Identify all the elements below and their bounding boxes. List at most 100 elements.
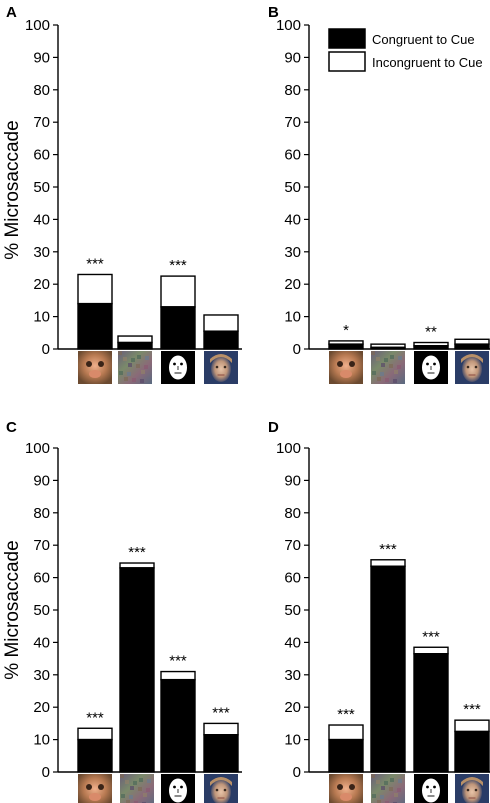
monkey-face-image	[329, 351, 363, 384]
bar-incongruent	[117, 335, 153, 344]
legend-label-incongruent: Incongruent to Cue	[372, 55, 483, 70]
significance-label: ***	[379, 541, 397, 558]
y-tick-label: 80	[33, 82, 50, 99]
panel-a: A 0 10 20 30 40 50 60 70 80 90 100 *** ***	[6, 4, 242, 384]
y-tick-label: 10	[284, 732, 301, 749]
y-tick-label: 0	[42, 341, 50, 358]
y-tick-label: 40	[284, 634, 301, 651]
bar-incongruent	[370, 559, 406, 567]
y-tick-label: 30	[284, 244, 301, 261]
panel-letter: A	[6, 4, 17, 21]
y-tick-label: 90	[284, 49, 301, 66]
bar-congruent	[77, 738, 113, 773]
y-tick-label: 20	[33, 276, 50, 293]
significance-label: ***	[169, 653, 187, 670]
y-tick-label: 40	[284, 211, 301, 228]
y-tick-label: 50	[33, 602, 50, 619]
y-tick-label: 0	[293, 341, 301, 358]
y-tick-label: 40	[33, 634, 50, 651]
bar-congruent	[119, 567, 155, 773]
bar-congruent	[370, 565, 406, 773]
y-tick-label: 0	[293, 764, 301, 781]
y-tick-label: 70	[284, 537, 301, 554]
significance-label: **	[425, 324, 437, 341]
human-face-image	[455, 351, 489, 384]
y-axis-label-top: % Microsaccade	[2, 120, 23, 259]
cartoon-face-image	[161, 774, 195, 803]
cartoon-face-image	[161, 351, 195, 384]
y-tick-label: 90	[284, 472, 301, 489]
legend-swatch-incongruent	[328, 51, 366, 72]
monkey-face-image	[78, 351, 112, 384]
y-tick-label: 10	[33, 309, 50, 326]
scrambled-image	[371, 774, 405, 803]
panel-letter: D	[268, 419, 279, 436]
bar-congruent	[160, 306, 196, 350]
y-tick-label: 30	[33, 667, 50, 684]
human-face-image	[455, 774, 489, 803]
bar-incongruent	[328, 724, 364, 741]
human-face-image	[204, 774, 238, 803]
significance-label: ***	[463, 701, 481, 718]
y-tick-label: 30	[33, 244, 50, 261]
bar-congruent	[454, 343, 490, 350]
y-tick-label: 70	[33, 114, 50, 131]
bar-incongruent	[77, 273, 113, 305]
significance-label: ***	[169, 257, 187, 274]
panel-letter: B	[268, 4, 279, 21]
significance-label: ***	[422, 628, 440, 645]
y-tick-label: 70	[33, 537, 50, 554]
y-axis-label-bottom: % Microsaccade	[2, 540, 23, 679]
legend-label-congruent: Congruent to Cue	[372, 32, 475, 47]
bar-incongruent	[160, 275, 196, 308]
bar-congruent	[160, 678, 196, 773]
y-tick-label: 70	[284, 114, 301, 131]
significance-label: ***	[212, 704, 230, 721]
y-tick-label: 20	[284, 699, 301, 716]
significance-label: ***	[128, 544, 146, 561]
significance-label: ***	[337, 706, 355, 723]
y-tick-label: 0	[42, 764, 50, 781]
monkey-face-image	[329, 774, 363, 803]
scrambled-image	[118, 351, 152, 384]
legend: Congruent to Cue Incongruent to Cue	[328, 28, 483, 72]
bar-congruent	[370, 346, 406, 350]
y-tick-label: 60	[284, 147, 301, 164]
y-tick-label: 40	[33, 211, 50, 228]
bar-congruent	[203, 734, 239, 773]
y-tick-label: 10	[284, 309, 301, 326]
bar-congruent	[328, 738, 364, 773]
bar-congruent	[117, 341, 153, 350]
scrambled-image	[120, 774, 154, 803]
y-tick-label: 80	[33, 505, 50, 522]
bar-incongruent	[454, 719, 490, 733]
bar-congruent	[203, 330, 239, 350]
panel-letter: C	[6, 419, 17, 436]
y-tick-label: 80	[284, 82, 301, 99]
bar-congruent	[77, 302, 113, 350]
y-tick-label: 90	[33, 472, 50, 489]
bar-incongruent	[77, 727, 113, 741]
y-tick-label: 30	[284, 667, 301, 684]
significance-label: ***	[86, 255, 104, 272]
y-tick-label: 100	[276, 440, 301, 457]
bar-congruent	[413, 345, 449, 350]
scrambled-image	[371, 351, 405, 384]
bar-congruent	[328, 343, 364, 350]
y-tick-label: 60	[33, 147, 50, 164]
panel-d: D 0 10 20 30 40 50 60 70 80 90 100 *** *** *** ***	[268, 419, 490, 803]
bar-incongruent	[413, 646, 449, 655]
y-tick-label: 60	[33, 570, 50, 587]
y-tick-label: 100	[25, 440, 50, 457]
bar-incongruent	[203, 314, 239, 332]
y-tick-label: 80	[284, 505, 301, 522]
y-tick-label: 60	[284, 570, 301, 587]
bar-incongruent	[454, 338, 490, 345]
y-tick-label: 100	[276, 17, 301, 34]
significance-label: *	[343, 322, 349, 339]
y-tick-label: 20	[284, 276, 301, 293]
y-tick-label: 90	[33, 49, 50, 66]
y-tick-label: 50	[284, 602, 301, 619]
